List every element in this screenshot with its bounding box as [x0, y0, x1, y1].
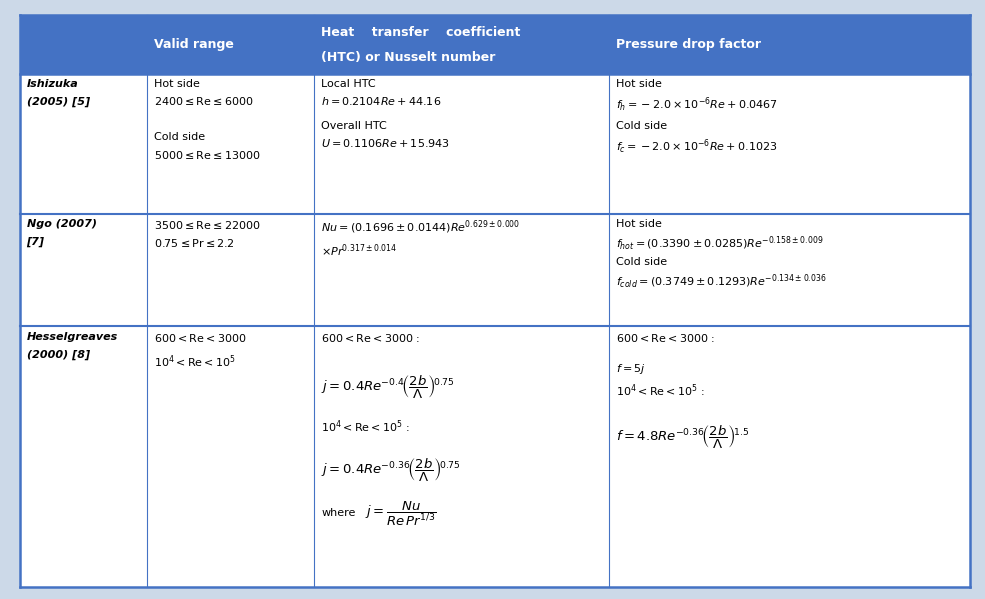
Text: Ishizuka: Ishizuka — [27, 78, 79, 89]
Text: $f=4.8\mathregular{Re}^{-0.36}\!\left(\dfrac{2b}{\Lambda}\right)^{\!1.5}$: $f=4.8\mathregular{Re}^{-0.36}\!\left(\d… — [616, 424, 750, 451]
Text: $10^4<\mathregular{Re}<10^5$ :: $10^4<\mathregular{Re}<10^5$ : — [616, 382, 704, 398]
Text: $U=0.1106\mathregular{Re}+15.943$: $U=0.1106\mathregular{Re}+15.943$ — [321, 137, 450, 149]
Text: where: where — [321, 508, 356, 518]
Text: Ngo (2007): Ngo (2007) — [27, 219, 97, 229]
Text: (2005) [5]: (2005) [5] — [27, 97, 90, 107]
Text: $j=\dfrac{Nu}{\mathregular{Re}\,\mathregular{Pr}^{1/3}}$: $j=\dfrac{Nu}{\mathregular{Re}\,\mathreg… — [364, 500, 436, 528]
Text: Valid range: Valid range — [154, 38, 233, 51]
Text: $f_{cold}=(0.3749\pm0.1293)\mathregular{Re}^{-0.134\pm0.036}$: $f_{cold}=(0.3749\pm0.1293)\mathregular{… — [616, 273, 826, 291]
Text: Cold side: Cold side — [154, 132, 205, 143]
Text: [7]: [7] — [27, 237, 44, 247]
Text: Cold side: Cold side — [616, 120, 667, 131]
Text: $600<\mathregular{Re}<3000$ :: $600<\mathregular{Re}<3000$ : — [616, 332, 715, 344]
Text: Hot side: Hot side — [616, 219, 662, 229]
Text: $3500\leq\mathregular{Re}\leq22000$: $3500\leq\mathregular{Re}\leq22000$ — [154, 219, 261, 231]
Text: $600<\mathregular{Re}<3000$: $600<\mathregular{Re}<3000$ — [154, 332, 246, 344]
Text: (HTC) or Nusselt number: (HTC) or Nusselt number — [321, 51, 495, 64]
Text: Pressure drop factor: Pressure drop factor — [616, 38, 761, 51]
Text: $10^4<\mathregular{Re}<10^5$: $10^4<\mathregular{Re}<10^5$ — [154, 353, 235, 370]
Text: Hot side: Hot side — [616, 78, 662, 89]
Text: $5000\leq\mathregular{Re}\leq13000$: $5000\leq\mathregular{Re}\leq13000$ — [154, 149, 261, 161]
Text: $0.75\leq\mathregular{Pr}\leq2.2$: $0.75\leq\mathregular{Pr}\leq2.2$ — [154, 237, 234, 249]
Text: $f_{hot}=(0.3390\pm0.0285)\mathregular{Re}^{-0.158\pm0.009}$: $f_{hot}=(0.3390\pm0.0285)\mathregular{R… — [616, 235, 823, 253]
Text: $600<\mathregular{Re}<3000$ :: $600<\mathregular{Re}<3000$ : — [321, 332, 421, 344]
Text: $Nu=(0.1696\pm0.0144)\mathregular{Re}^{0.629\pm0.000}$: $Nu=(0.1696\pm0.0144)\mathregular{Re}^{0… — [321, 219, 520, 237]
Bar — [20, 15, 970, 74]
Text: $f=5j$: $f=5j$ — [616, 362, 645, 376]
Text: $j=0.4\mathregular{Re}^{-0.36}\!\left(\dfrac{2b}{\Lambda}\right)^{\!0.75}$: $j=0.4\mathregular{Re}^{-0.36}\!\left(\d… — [321, 458, 461, 485]
Text: $10^4<\mathregular{Re}<10^5$ :: $10^4<\mathregular{Re}<10^5$ : — [321, 419, 410, 435]
Text: $f_h=-2.0\times10^{-6}\mathregular{Re}+0.0467$: $f_h=-2.0\times10^{-6}\mathregular{Re}+0… — [616, 95, 778, 114]
Text: Heat    transfer    coefficient: Heat transfer coefficient — [321, 26, 521, 39]
Text: Overall HTC: Overall HTC — [321, 120, 387, 131]
Text: $\times\mathregular{Pr}^{0.317\pm0.014}$: $\times\mathregular{Pr}^{0.317\pm0.014}$ — [321, 242, 398, 259]
Text: $f_c=-2.0\times10^{-6}\mathregular{Re}+0.1023$: $f_c=-2.0\times10^{-6}\mathregular{Re}+0… — [616, 137, 777, 156]
Text: Cold side: Cold side — [616, 256, 667, 267]
Text: Hot side: Hot side — [154, 78, 200, 89]
Text: $h=0.2104\mathregular{Re}+44.16$: $h=0.2104\mathregular{Re}+44.16$ — [321, 95, 441, 107]
Text: Local HTC: Local HTC — [321, 78, 376, 89]
Text: $2400\leq\mathregular{Re}\leq6000$: $2400\leq\mathregular{Re}\leq6000$ — [154, 95, 254, 107]
Text: $j=0.4\mathregular{Re}^{-0.4}\!\left(\dfrac{2b}{\Lambda}\right)^{\!0.75}$: $j=0.4\mathregular{Re}^{-0.4}\!\left(\df… — [321, 374, 455, 401]
Text: Hesselgreaves: Hesselgreaves — [27, 332, 118, 341]
Text: (2000) [8]: (2000) [8] — [27, 350, 90, 361]
